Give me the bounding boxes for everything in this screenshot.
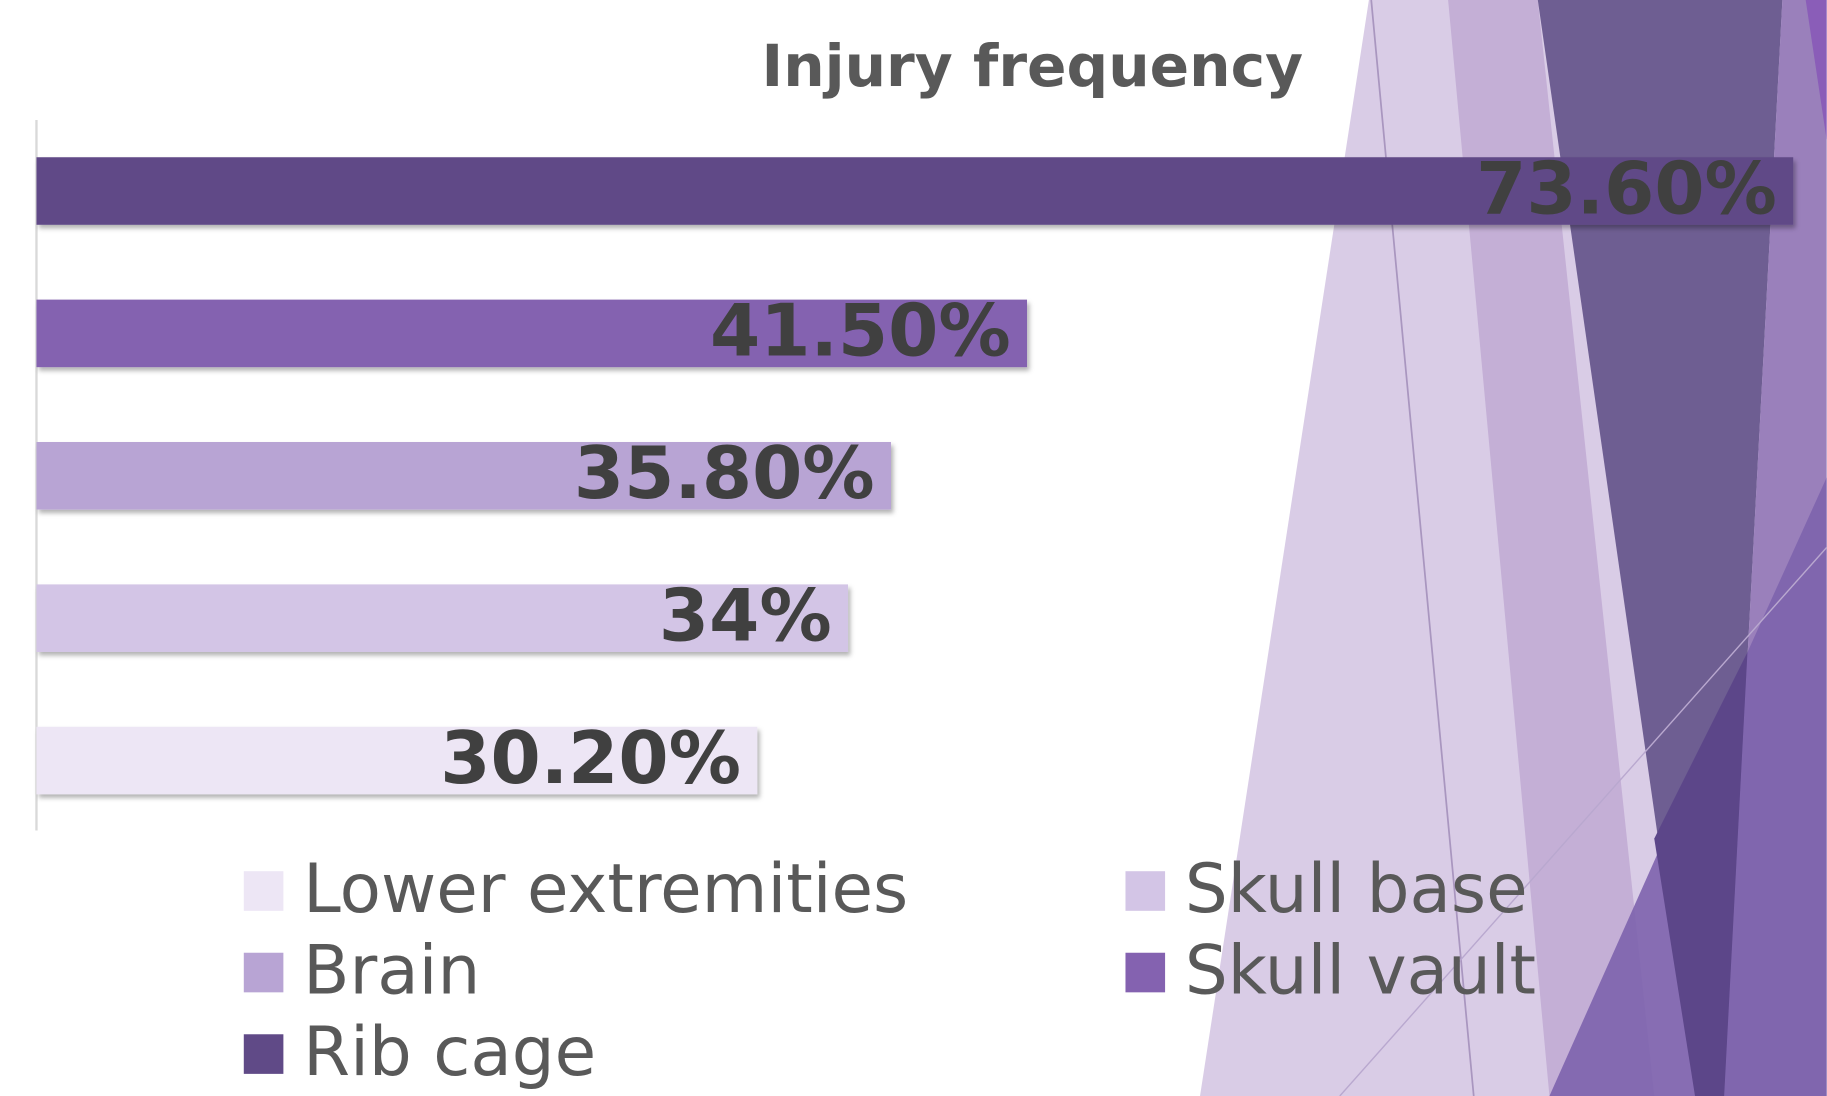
- data-label: 41.50%: [710, 290, 1011, 374]
- data-label: 30.20%: [440, 717, 741, 801]
- legend-swatch: [244, 953, 284, 993]
- legend-swatch: [244, 871, 284, 911]
- data-label: 73.60%: [1476, 147, 1777, 231]
- data-label: 35.80%: [574, 432, 875, 516]
- legend-label: Skull base: [1185, 849, 1528, 928]
- legend-swatch: [1125, 871, 1165, 911]
- data-label: 34%: [659, 575, 832, 659]
- legend-label: Rib cage: [303, 1012, 596, 1091]
- legend-swatch: [244, 1034, 284, 1074]
- legend-label: Brain: [303, 930, 480, 1009]
- chart: Injury frequency 30.20% 34% 35.80% 41.50% 73…: [0, 0, 1827, 1096]
- legend-swatch: [1125, 953, 1165, 993]
- legend-label: Skull vault: [1185, 930, 1536, 1009]
- chart-title: Injury frequency: [762, 32, 1303, 100]
- legend-label: Lower extremities: [303, 849, 908, 928]
